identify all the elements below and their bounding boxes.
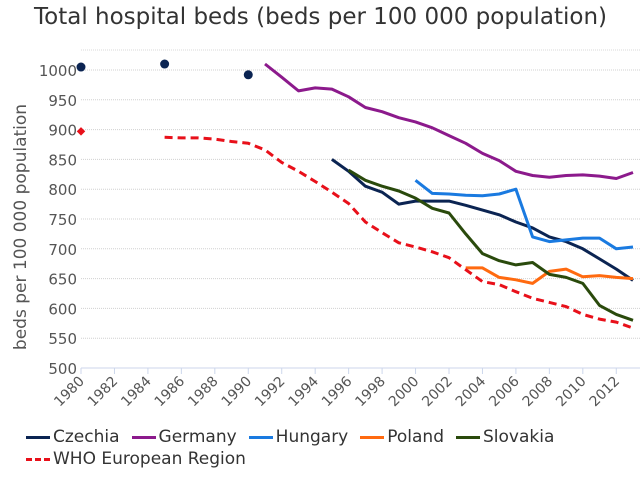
legend-swatch (248, 435, 273, 439)
legend-row: WHO European Region (26, 448, 566, 470)
legend-label: Germany (158, 427, 237, 447)
y-tick-label: 800 (48, 181, 77, 199)
y-tick-label: 950 (48, 92, 77, 110)
series-slovakia (347, 168, 634, 322)
y-tick-label: 550 (48, 330, 77, 348)
legend-swatch (456, 435, 481, 439)
series-line (465, 266, 634, 285)
series-layer (76, 59, 634, 330)
x-tick-label: 2006 (486, 373, 523, 410)
series-who-european-region (76, 127, 634, 330)
series-poland (465, 266, 634, 285)
series-germany (264, 62, 634, 180)
legend-label: Poland (387, 427, 445, 447)
x-tick-label: 1994 (285, 373, 322, 410)
x-tick-label: 2004 (453, 373, 490, 410)
data-point (243, 70, 253, 80)
grid-lines (81, 49, 640, 339)
x-tick-label: 2010 (553, 374, 590, 411)
x-tick-label: 2002 (419, 374, 456, 411)
x-tick-label: 1986 (152, 373, 189, 410)
series-line (347, 168, 634, 322)
legend-item-czechia[interactable]: Czechia (26, 427, 120, 447)
x-tick-label: 2012 (587, 374, 624, 411)
x-tick-label: 2000 (386, 374, 423, 411)
y-axis-label: beds per 100 000 population (11, 104, 31, 350)
y-tick-label: 700 (48, 241, 77, 259)
x-tick-label: 2008 (520, 374, 557, 411)
x-tick-label: 1982 (85, 374, 122, 411)
x-tick-label: 1980 (51, 374, 88, 411)
legend-item-germany[interactable]: Germany (131, 427, 237, 447)
x-tick-label: 1990 (219, 374, 256, 411)
legend-row: Czechia Germany Hungary Poland Slovakia (26, 426, 566, 448)
legend-swatch (360, 435, 385, 439)
legend-swatch (131, 435, 156, 439)
legend-item-slovakia[interactable]: Slovakia (456, 427, 554, 447)
legend-label: Slovakia (483, 427, 555, 447)
legend-label: Hungary (275, 427, 349, 447)
x-tick-label: 1992 (252, 374, 289, 411)
legend-swatch (26, 457, 50, 461)
series-line (331, 158, 634, 282)
series-line (264, 62, 634, 180)
data-point (76, 62, 86, 72)
y-tick-label: 500 (48, 360, 77, 378)
legend-swatch (26, 435, 50, 439)
legend-item-hungary[interactable]: Hungary (248, 427, 349, 447)
y-tick-label: 750 (48, 211, 77, 229)
series-czechia (76, 59, 634, 282)
y-tick-label: 650 (48, 271, 77, 289)
legend-label: Czechia (53, 427, 120, 447)
legend-label: WHO European Region (53, 449, 246, 469)
x-tick-label: 1984 (118, 373, 155, 410)
y-tick-label: 850 (48, 151, 77, 169)
y-tick-label: 600 (48, 300, 77, 318)
x-tick-label: 1998 (352, 374, 389, 411)
legend-item-who-european-region[interactable]: WHO European Region (26, 449, 246, 469)
series-line (164, 135, 634, 330)
data-point-diamond (76, 127, 86, 136)
chart-title: Total hospital beds (beds per 100 000 po… (34, 4, 608, 30)
legend: Czechia Germany Hungary Poland Slovakia WHO … (26, 426, 566, 470)
series-line (414, 179, 634, 251)
y-tick-label: 1000 (39, 62, 77, 80)
y-tick-label: 900 (48, 122, 77, 140)
chart-plot: 5005506006507007508008509009501000198019… (11, 49, 640, 411)
x-tick-label: 1988 (185, 374, 222, 411)
series-hungary (414, 179, 634, 251)
x-tick-label: 1996 (319, 373, 356, 410)
data-point (160, 59, 170, 69)
legend-item-poland[interactable]: Poland (360, 427, 444, 447)
